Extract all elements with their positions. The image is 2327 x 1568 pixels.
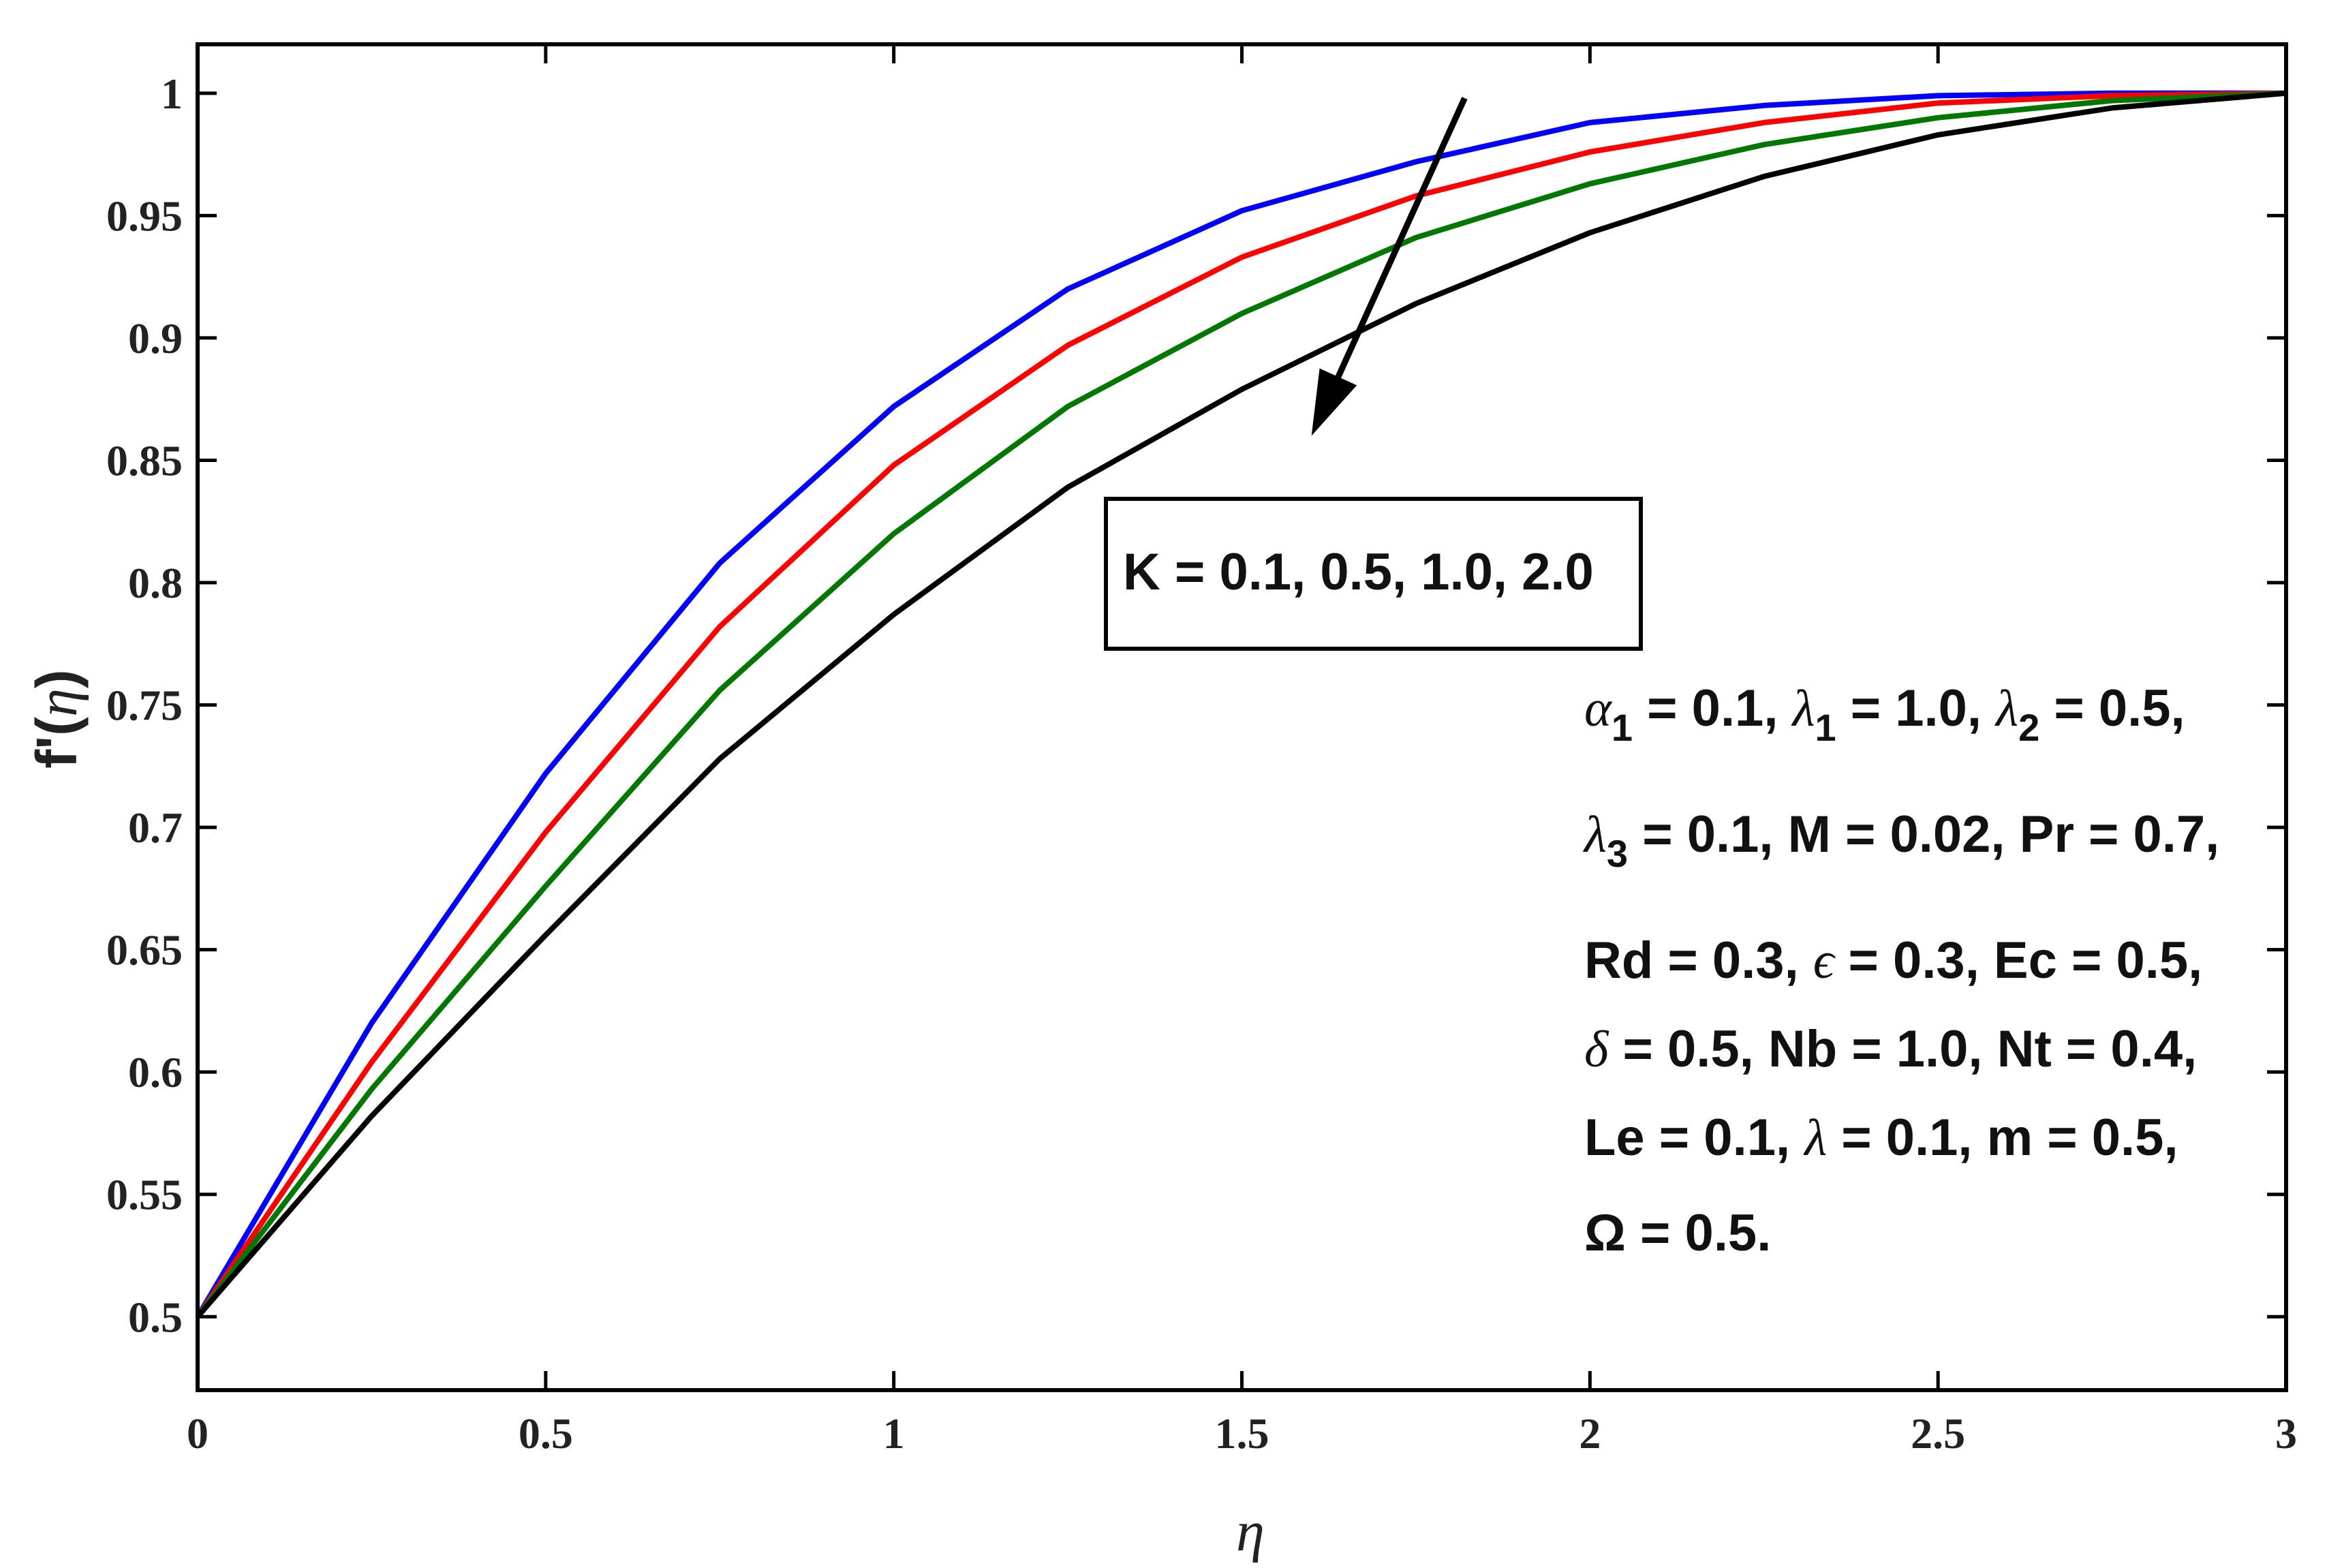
- x-ticks: 0 0.5 1 1.5 2 2.5 3: [187, 44, 2297, 1458]
- annotation-box-frame: [1104, 497, 1643, 651]
- x-tick-label-2: 1: [883, 1409, 905, 1458]
- y-axis-label: f'(η): [25, 669, 89, 769]
- param-line-6: Ω = 0.5.: [1584, 1204, 1771, 1262]
- series-layer: [195, 90, 2287, 1319]
- param-line-4: δ = 0.5, Nb = 1.0, Nt = 0.4,: [1584, 1020, 2197, 1078]
- x-tick-label-4: 2: [1579, 1409, 1601, 1458]
- series-line-1: [195, 90, 2286, 1319]
- y-tick-label-7: 0.85: [106, 436, 183, 485]
- parameter-list: α1 = 0.1, λ1 = 1.0, λ2 = 0.5, λ3 = 0.1, …: [1583, 679, 2219, 1262]
- y-tick-label-6: 0.8: [128, 559, 183, 607]
- series-line-3: [195, 90, 2287, 1319]
- y-ticks: 0.5 0.55 0.6 0.65 0.7 0.75 0.8 0.85 0.9 0.95 1: [106, 70, 2286, 1341]
- y-tick-label-9: 0.95: [106, 191, 183, 240]
- y-tick-label-10: 1: [161, 70, 183, 118]
- annotation-box: K = 0.1, 0.5, 1.0, 2.0: [1104, 497, 1643, 651]
- arrow-head: [1311, 368, 1357, 436]
- y-tick-label-0: 0.5: [128, 1293, 183, 1341]
- y-tick-label-1: 0.55: [106, 1171, 183, 1219]
- y-tick-label-4: 0.7: [128, 803, 183, 852]
- x-tick-label-0: 0: [187, 1409, 209, 1458]
- plot-frame: [196, 42, 2288, 1392]
- x-tick-label-6: 3: [2275, 1409, 2297, 1458]
- y-tick-label-2: 0.6: [128, 1048, 183, 1096]
- param-line-3: Rd = 0.3, ϵ = 0.3, Ec = 0.5,: [1584, 932, 2202, 989]
- arrow-shaft: [1335, 97, 1468, 378]
- param-line-2: λ3 = 0.1, M = 0.02, Pr = 0.7,: [1583, 805, 2219, 875]
- series-line-4: [195, 90, 2287, 1319]
- y-tick-label-5: 0.75: [106, 681, 183, 730]
- param-line-1: α1 = 0.1, λ1 = 1.0, λ2 = 0.5,: [1584, 679, 2185, 749]
- annotation-box-text: K = 0.1, 0.5, 1.0, 2.0: [1123, 543, 1594, 601]
- x-axis-label: η: [1236, 1500, 1265, 1563]
- x-tick-label-3: 1.5: [1215, 1409, 1269, 1458]
- x-tick-label-1: 0.5: [519, 1409, 573, 1458]
- annotation-arrow: [1311, 97, 1468, 436]
- y-tick-label-8: 0.9: [128, 314, 183, 363]
- series-line-2: [195, 90, 2287, 1319]
- y-tick-label-3: 0.65: [106, 926, 183, 974]
- x-tick-label-5: 2.5: [1911, 1409, 1965, 1458]
- param-line-5: Le = 0.1, λ = 0.1, m = 0.5,: [1584, 1109, 2178, 1167]
